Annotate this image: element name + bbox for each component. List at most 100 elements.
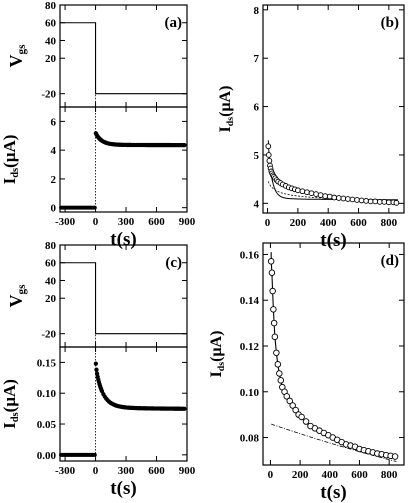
data-point-37 — [381, 199, 388, 205]
x-tick-label-0: -300 — [55, 465, 76, 477]
x-tick-label-2: 300 — [118, 216, 135, 228]
y-label-main: V — [6, 294, 26, 307]
plot-frame — [262, 242, 405, 466]
panel-c_top: 80 60 40 20 -20 Vgs (c) — [6, 240, 188, 348]
data-point-31 — [354, 197, 360, 203]
data-point-28 — [340, 195, 347, 202]
x-tick-label-1: 0 — [93, 465, 99, 477]
x-tick-label-3: 600 — [350, 217, 367, 229]
y-tick-label-3: 6 — [51, 116, 57, 128]
data-point-37 — [92, 205, 97, 210]
x-tick-label-1: 200 — [292, 469, 309, 481]
x-tick-label-2: 400 — [322, 469, 339, 481]
y-tick-label-1: 60 — [45, 18, 57, 30]
y-label-main: I — [208, 371, 225, 377]
y-tick-label-1: 0.10 — [240, 387, 260, 399]
data-point-5 — [271, 333, 279, 341]
y-axis-label: Ids(μA) — [217, 86, 236, 133]
x-tick-label-1: 200 — [290, 217, 307, 229]
y-label-unit: (μA) — [217, 86, 234, 117]
y-tick-label-1: 2 — [51, 174, 57, 186]
y-label-unit: (μA) — [0, 379, 19, 412]
y-axis-label: Ids(μA) — [0, 135, 21, 185]
y-label-unit: (μA) — [208, 331, 225, 362]
data-point-26 — [331, 194, 338, 201]
y-tick-label-3: 0.15 — [37, 357, 57, 369]
y-tick-label-0: 0 — [51, 203, 57, 215]
data-point-24 — [322, 193, 329, 199]
y-label-sub: ds — [10, 412, 21, 422]
y-label-main: I — [0, 422, 19, 429]
y-tick-label-2: 40 — [45, 35, 57, 47]
plot-frame — [59, 346, 188, 462]
x-tick-label-1: 0 — [93, 216, 99, 228]
data-point-39 — [94, 367, 99, 372]
y-tick-label-0: 80 — [45, 0, 57, 12]
y-tick-label-0: 80 — [45, 240, 57, 252]
panel-label: (c) — [165, 255, 182, 271]
fit-curve — [270, 252, 396, 458]
data-point-7 — [274, 361, 282, 368]
data-point-23 — [317, 192, 324, 198]
data-point-20 — [304, 189, 310, 196]
data-point-34 — [367, 198, 374, 205]
y-tick-label-0: 0.08 — [240, 433, 260, 445]
y-label-main: I — [217, 126, 234, 132]
y-label-sub: ds — [225, 117, 236, 127]
data-point-106 — [182, 406, 187, 411]
panel-label: (a) — [165, 15, 183, 31]
data-point-4 — [270, 319, 278, 327]
data-point-9 — [277, 377, 285, 384]
panel-d: 0.08 0.10 0.12 0.14 0.16 0 200 400 600 800 Ids(μA)… — [208, 242, 405, 503]
y-tick-label-0: 0.00 — [37, 450, 57, 462]
data-point-18 — [295, 187, 301, 194]
panel-label: (b) — [381, 15, 399, 31]
data-point-36 — [376, 199, 383, 205]
y-tick-label-1: 5 — [254, 150, 260, 162]
data-point-21 — [308, 190, 315, 197]
y-tick-label-4: -20 — [41, 329, 56, 341]
x-axis-label: t(s) — [320, 482, 346, 503]
data-point-3 — [270, 306, 277, 313]
y-tick-label-3: 0.14 — [240, 295, 260, 307]
y-label-sub: ds — [10, 168, 21, 178]
data-point-30 — [349, 196, 356, 203]
data-point-33 — [363, 198, 369, 204]
data-point-38 — [93, 361, 99, 366]
y-tick-label-4: -20 — [41, 89, 56, 101]
y-label-unit: (μA) — [0, 135, 19, 168]
data-point-38 — [385, 199, 392, 206]
data-point-19 — [299, 188, 306, 195]
data-point-40 — [393, 199, 400, 206]
y-tick-label-2: 0.12 — [240, 341, 260, 353]
x-axis-label: t(s) — [110, 478, 136, 499]
y-axis-label: Ids(μA) — [208, 331, 227, 378]
y-label-sub: gs — [16, 44, 28, 55]
y-tick-label-2: 4 — [51, 145, 57, 157]
data-point-17 — [298, 413, 305, 421]
x-tick-label-0: -300 — [55, 216, 76, 228]
y-label-sub: gs — [16, 284, 28, 295]
x-axis-label: t(s) — [110, 229, 136, 250]
x-tick-label-4: 900 — [179, 465, 196, 477]
data-point-8 — [276, 370, 283, 377]
data-point-14 — [289, 402, 296, 409]
y-tick-label-3: 7 — [254, 53, 260, 65]
data-point-13 — [286, 397, 293, 405]
data-point-12 — [283, 393, 290, 400]
y-tick-label-3: 20 — [45, 293, 57, 305]
plot-frame — [59, 106, 188, 213]
y-label-main: V — [6, 54, 26, 67]
panel-a_top: 80 60 40 20 -20 Vgs (a) — [6, 0, 188, 108]
x-tick-label-3: 600 — [148, 465, 165, 477]
x-tick-label-3: 600 — [148, 216, 165, 228]
y-label-sub: ds — [216, 362, 227, 372]
vgs-step-line — [60, 22, 187, 95]
data-point-29 — [345, 196, 351, 202]
data-point-2 — [269, 287, 276, 295]
y-axis-label: Vgs — [6, 44, 28, 68]
y-tick-label-0: 4 — [254, 198, 260, 210]
panel-c_bottom: 0.00 0.05 0.10 0.15 -300 0 300 600 900 Ids(μA) t(s… — [0, 346, 196, 499]
y-tick-label-1: 0.05 — [37, 419, 57, 431]
